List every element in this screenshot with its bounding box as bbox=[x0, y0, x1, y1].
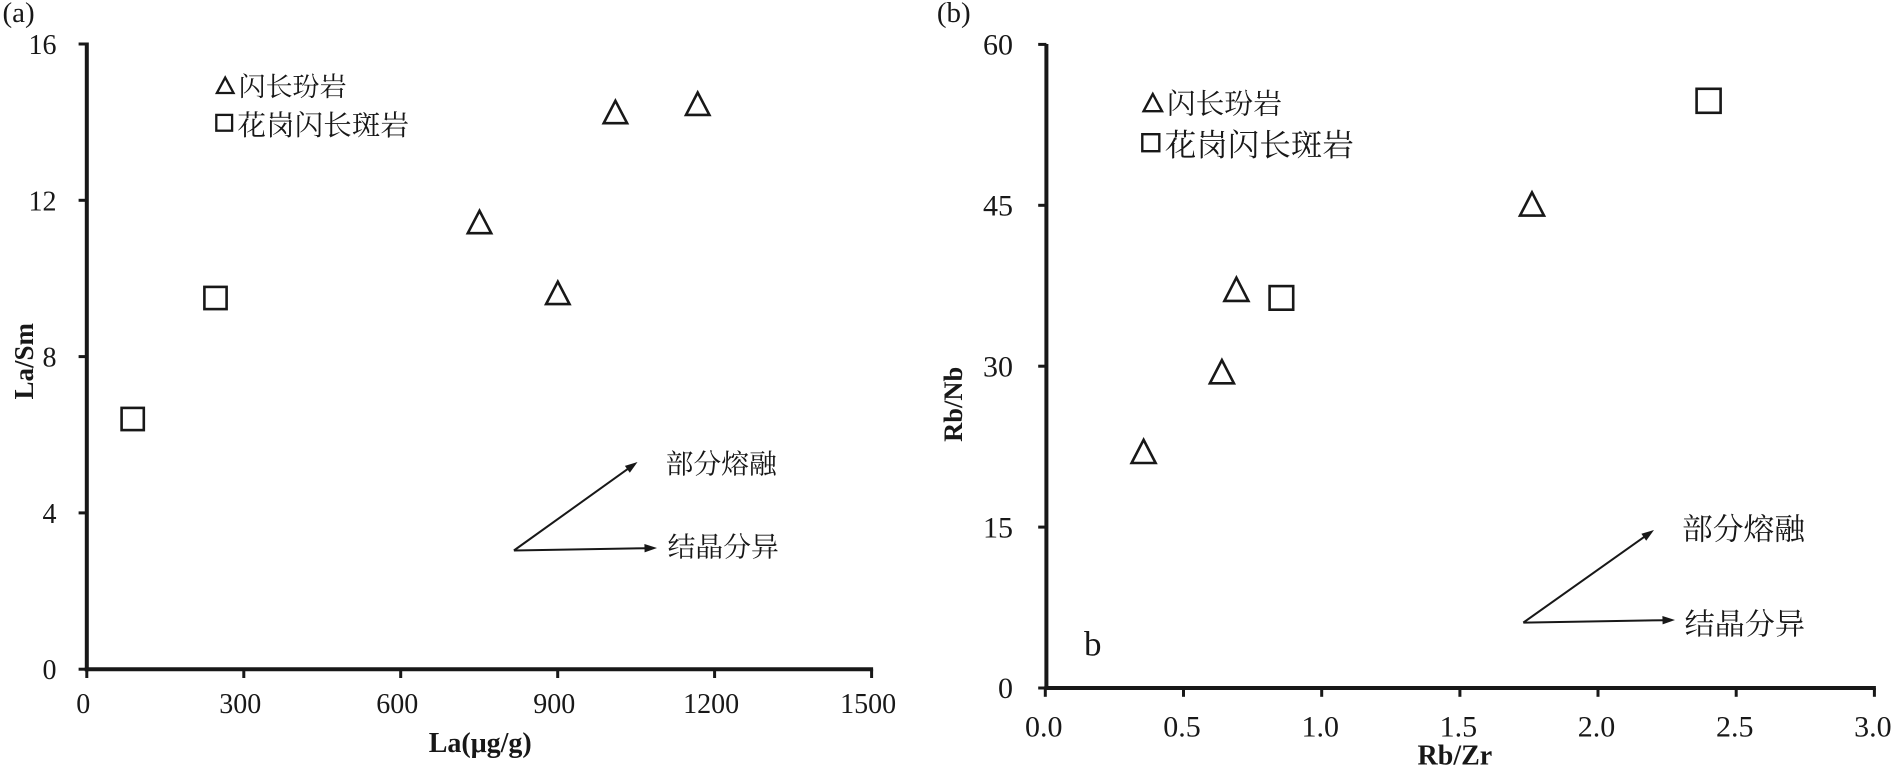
svg-text:0.0: 0.0 bbox=[1025, 711, 1063, 744]
svg-text:2.5: 2.5 bbox=[1716, 711, 1754, 744]
svg-text:(b): (b) bbox=[937, 0, 971, 29]
svg-text:4: 4 bbox=[43, 499, 57, 530]
svg-text:8: 8 bbox=[43, 343, 57, 374]
svg-text:0: 0 bbox=[43, 655, 57, 686]
svg-text:2.0: 2.0 bbox=[1578, 711, 1616, 744]
svg-text:1200: 1200 bbox=[683, 689, 739, 720]
svg-text:Rb/Nb: Rb/Nb bbox=[938, 367, 968, 442]
svg-text:La/Sm: La/Sm bbox=[9, 322, 39, 399]
svg-text:0: 0 bbox=[998, 672, 1013, 705]
svg-text:30: 30 bbox=[983, 350, 1013, 383]
svg-text:60: 60 bbox=[983, 29, 1013, 62]
svg-text:Rb/Zr: Rb/Zr bbox=[1418, 740, 1493, 770]
svg-text:16: 16 bbox=[29, 30, 57, 61]
svg-text:0: 0 bbox=[76, 689, 90, 720]
svg-text:15: 15 bbox=[983, 511, 1013, 544]
svg-text:45: 45 bbox=[983, 190, 1013, 223]
svg-text:(a): (a) bbox=[3, 0, 35, 29]
svg-text:0.5: 0.5 bbox=[1163, 711, 1201, 744]
svg-text:12: 12 bbox=[29, 186, 57, 217]
svg-text:1500: 1500 bbox=[840, 689, 896, 720]
svg-text:600: 600 bbox=[376, 689, 418, 720]
svg-text:1.5: 1.5 bbox=[1440, 711, 1478, 744]
svg-text:1.0: 1.0 bbox=[1301, 711, 1339, 744]
svg-text:b: b bbox=[1084, 625, 1102, 664]
svg-text:900: 900 bbox=[533, 689, 575, 720]
svg-text:3.0: 3.0 bbox=[1854, 711, 1891, 744]
svg-text:La(μg/g): La(μg/g) bbox=[429, 728, 532, 759]
svg-text:300: 300 bbox=[219, 689, 261, 720]
